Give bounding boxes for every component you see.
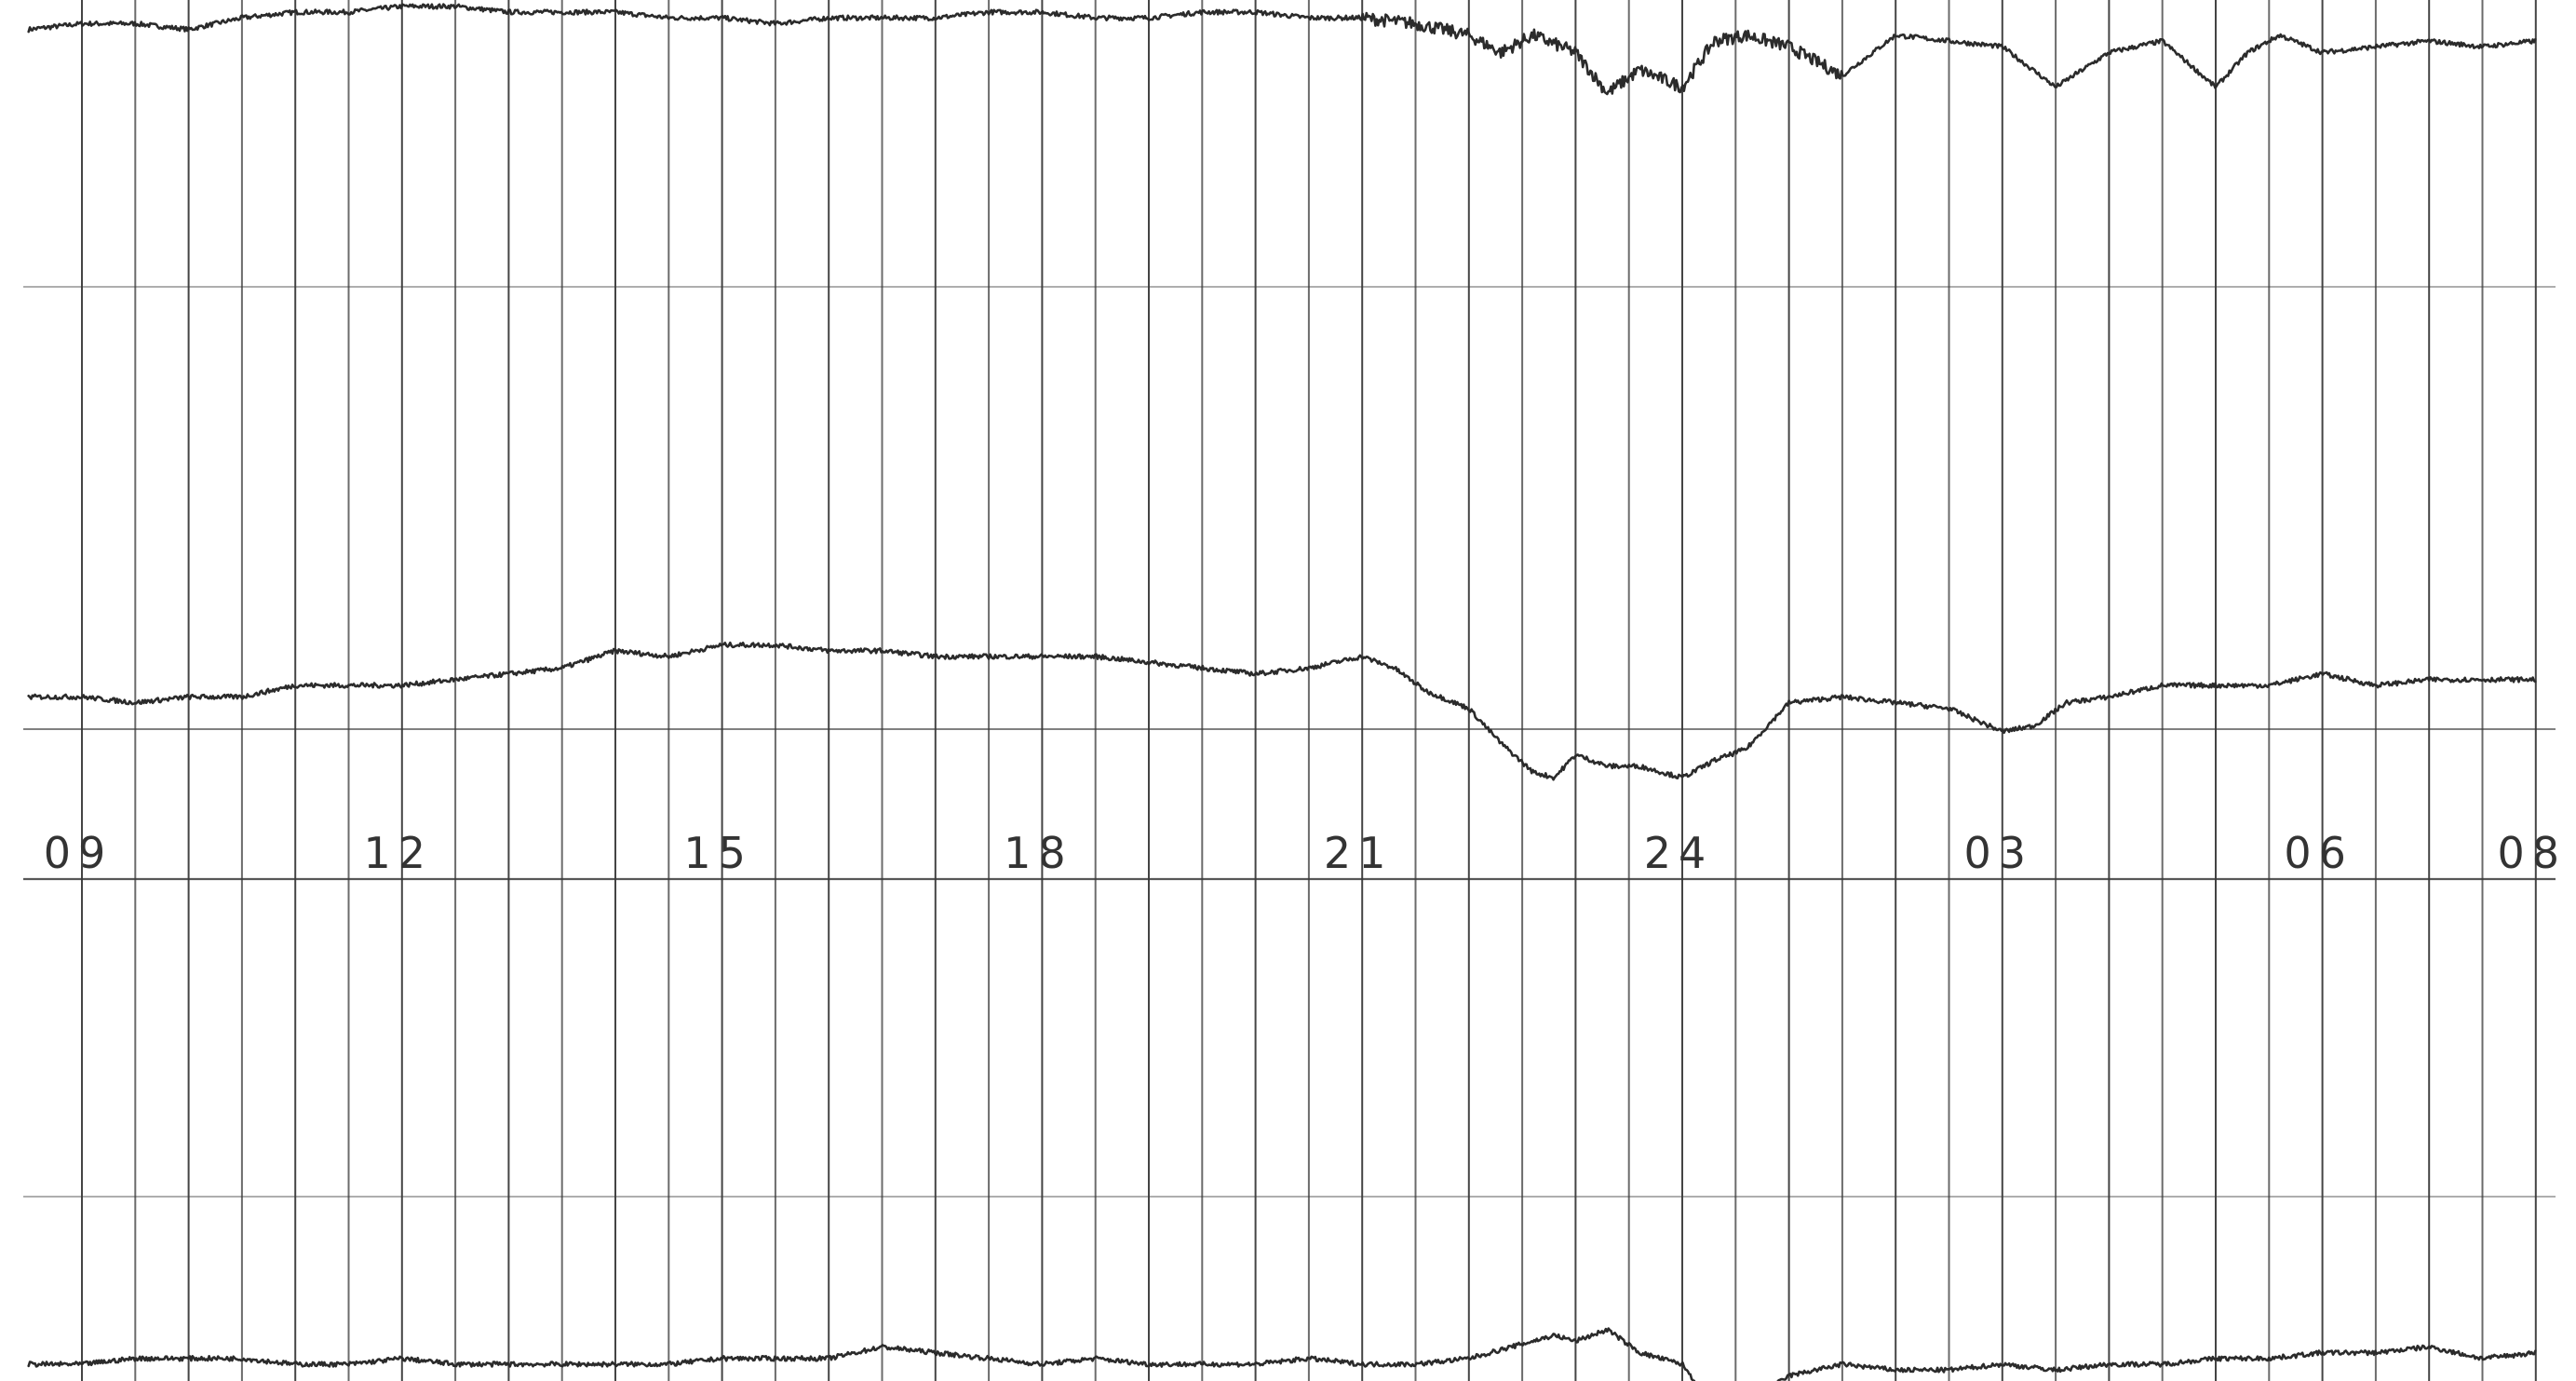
traces [27,3,2537,1381]
hour-label-24: 24 [1644,828,1714,878]
hour-labels: 09 12 15 18 21 24 03 06 08 [44,828,2568,878]
grid-lines [23,0,2556,1381]
hour-label-08: 08 [2498,828,2568,878]
trace-1 [27,3,2537,96]
trace-3 [27,1327,2537,1381]
trace-2 [27,641,2537,781]
hour-label-09: 09 [44,828,114,878]
hour-label-12: 12 [364,828,434,878]
hour-label-18: 18 [1004,828,1073,878]
hour-label-15: 15 [683,828,753,878]
hour-label-21: 21 [1324,828,1394,878]
hour-label-03: 03 [1964,828,2034,878]
hour-label-06: 06 [2284,828,2353,878]
